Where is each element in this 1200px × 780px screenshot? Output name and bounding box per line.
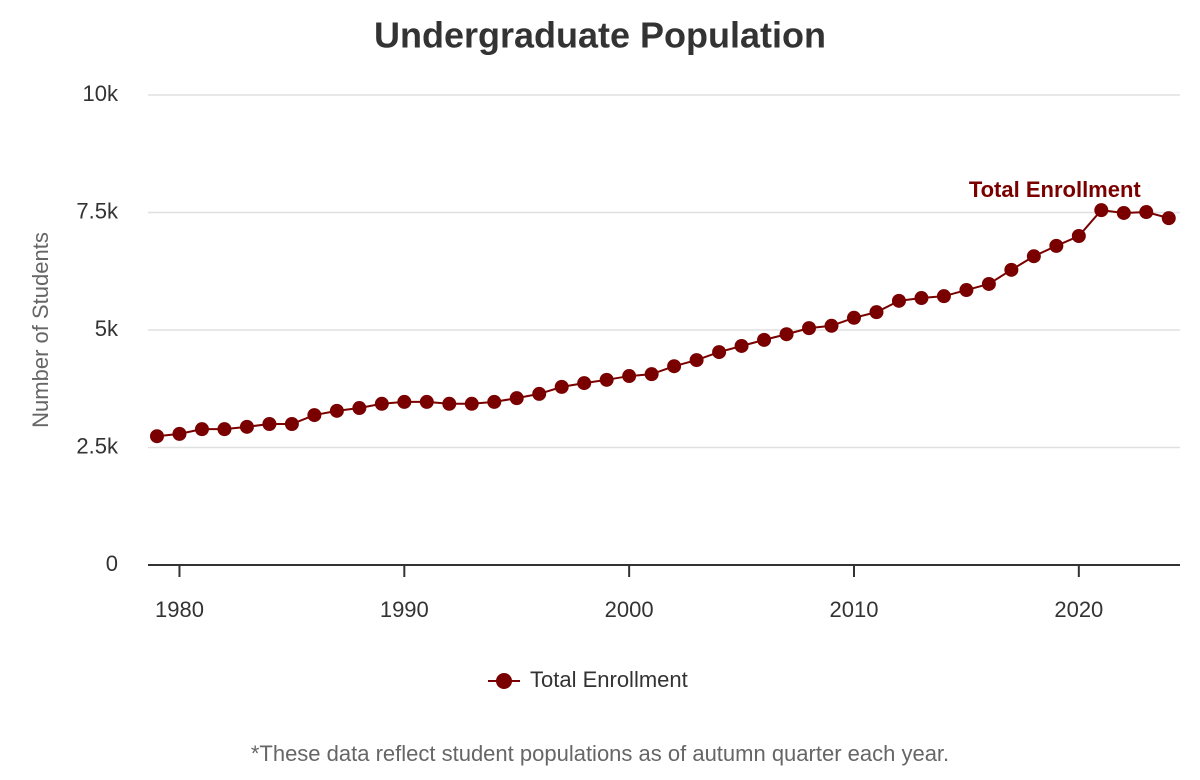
point xyxy=(239,419,254,434)
point xyxy=(936,289,951,304)
point xyxy=(1004,262,1019,277)
point xyxy=(487,394,502,409)
point xyxy=(734,338,749,353)
point xyxy=(1139,205,1154,220)
point xyxy=(509,391,524,406)
point xyxy=(329,403,344,418)
point xyxy=(869,305,884,320)
y-axis-title: Number of Students xyxy=(28,232,53,428)
point xyxy=(891,293,906,308)
x-tick-label: 2010 xyxy=(830,597,879,622)
point xyxy=(352,401,367,416)
point xyxy=(284,417,299,431)
point xyxy=(419,394,434,409)
y-tick-label: 7.5k xyxy=(76,198,119,223)
x-tick-label: 2000 xyxy=(605,597,654,622)
y-tick-label: 0 xyxy=(106,551,118,576)
legend-marker xyxy=(496,673,512,689)
y-tick-label: 10k xyxy=(83,81,119,106)
point xyxy=(824,318,839,333)
point xyxy=(1116,205,1131,220)
series-label: Total Enrollment xyxy=(969,177,1142,202)
point xyxy=(981,276,996,291)
y-tick-label: 2.5k xyxy=(76,433,119,458)
y-tick-label: 5k xyxy=(95,316,119,341)
x-tick-label: 2020 xyxy=(1054,597,1103,622)
point xyxy=(464,396,479,411)
point xyxy=(1026,249,1041,264)
point xyxy=(802,321,817,336)
point xyxy=(599,372,614,387)
chart-title: Undergraduate Population xyxy=(374,15,826,56)
point xyxy=(622,369,637,384)
point xyxy=(757,332,772,347)
point xyxy=(644,367,659,382)
point xyxy=(577,376,592,391)
point xyxy=(194,422,209,437)
point xyxy=(532,386,547,401)
point xyxy=(442,396,457,411)
point xyxy=(1094,203,1109,218)
point xyxy=(1161,211,1176,226)
point xyxy=(1071,229,1086,243)
point xyxy=(554,379,569,394)
point xyxy=(262,417,277,431)
series-line xyxy=(156,209,1170,438)
point xyxy=(846,310,861,325)
point xyxy=(217,422,232,437)
footnote: *These data reflect student populations … xyxy=(251,741,949,766)
point xyxy=(689,353,704,368)
point xyxy=(172,426,187,441)
point xyxy=(667,359,682,374)
point xyxy=(374,396,389,411)
x-tick-label: 1980 xyxy=(155,597,204,622)
point xyxy=(779,327,794,342)
point xyxy=(397,394,412,409)
point xyxy=(1049,238,1064,253)
point xyxy=(712,345,727,360)
x-tick-label: 1990 xyxy=(380,597,429,622)
point xyxy=(959,283,974,298)
point xyxy=(914,291,929,306)
legend-label[interactable]: Total Enrollment xyxy=(530,667,688,692)
point xyxy=(307,408,322,423)
point xyxy=(149,429,164,444)
